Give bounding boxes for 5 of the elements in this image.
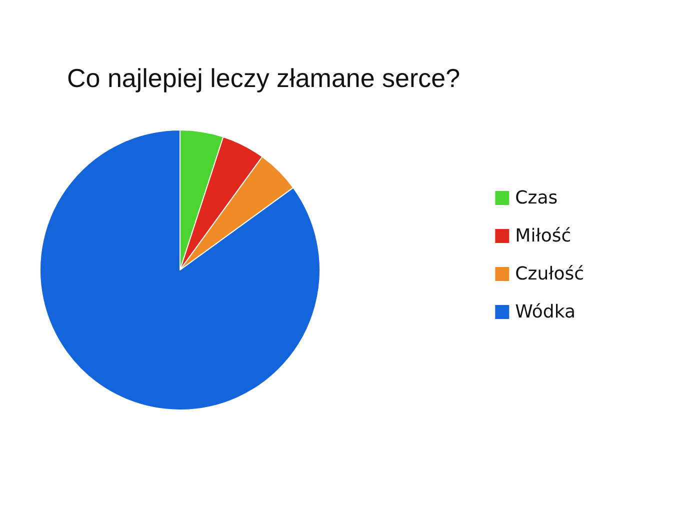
legend-label: Miłość (515, 226, 572, 246)
chart-title: Co najlepiej leczy złamane serce? (67, 63, 460, 93)
legend-label: Wódka (515, 302, 576, 322)
legend-label: Czas (515, 188, 558, 208)
legend-label: Czułość (515, 264, 584, 284)
